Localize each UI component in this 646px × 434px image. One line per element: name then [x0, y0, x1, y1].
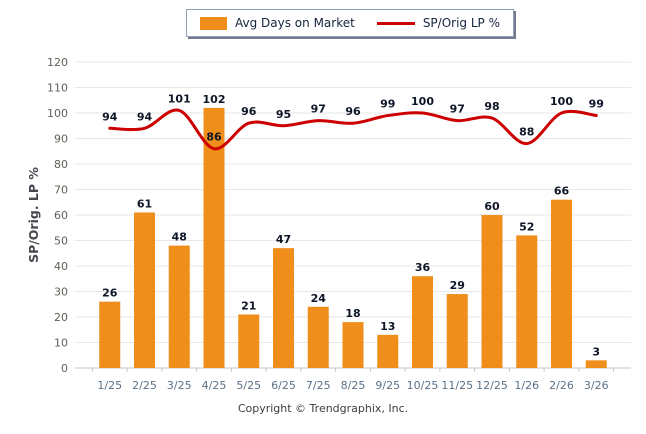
x-tick-label: 2/26 — [549, 379, 574, 392]
line-value-label: 96 — [241, 105, 257, 118]
bar-value-label: 60 — [484, 200, 500, 213]
bar-value-label: 29 — [450, 279, 465, 292]
line-value-label: 88 — [519, 126, 534, 139]
bar-value-label: 3 — [592, 345, 600, 358]
bar — [446, 294, 468, 368]
y-tick-label: 120 — [47, 56, 68, 69]
bar — [203, 107, 225, 369]
bar — [412, 276, 433, 368]
x-tick-label: 3/26 — [584, 379, 609, 392]
y-tick-label: 20 — [54, 311, 68, 324]
line-value-label: 99 — [589, 98, 604, 111]
bar — [585, 360, 607, 368]
y-tick-label: 110 — [47, 82, 68, 95]
bar-value-label: 66 — [554, 185, 570, 198]
bar — [307, 306, 329, 368]
bar — [99, 301, 121, 368]
bar-value-label: 52 — [519, 220, 534, 233]
line-value-label: 99 — [380, 98, 395, 111]
y-tick-label: 60 — [54, 209, 68, 222]
line-value-label: 96 — [345, 105, 361, 118]
bar — [516, 235, 538, 368]
bar — [377, 334, 399, 368]
bar-value-label: 61 — [137, 197, 152, 210]
bar — [342, 322, 364, 368]
line-series-swatch — [376, 21, 415, 25]
y-tick-label: 70 — [54, 184, 68, 197]
x-tick-label: 1/25 — [97, 379, 122, 392]
y-tick-label: 100 — [47, 107, 68, 120]
bar-series-swatch — [200, 16, 227, 30]
y-axis-title: SP/Orig. LP % — [26, 167, 41, 263]
x-tick-label: 8/25 — [341, 379, 366, 392]
y-tick-label: 80 — [54, 158, 68, 171]
bar-value-label: 26 — [102, 287, 118, 300]
line-value-label: 94 — [102, 110, 118, 123]
bar — [238, 314, 260, 368]
bar — [551, 199, 572, 368]
x-tick-label: 11/25 — [441, 379, 473, 392]
x-tick-label: 10/25 — [407, 379, 439, 392]
line-value-label: 97 — [450, 103, 465, 116]
x-tick-label: 9/25 — [375, 379, 400, 392]
bar-value-label: 36 — [415, 261, 431, 274]
line-value-label: 94 — [137, 110, 153, 123]
x-tick-label: 12/25 — [476, 379, 508, 392]
bar — [134, 212, 155, 368]
x-tick-label: 7/25 — [306, 379, 331, 392]
x-tick-label: 6/25 — [271, 379, 296, 392]
line-series-label: SP/Orig LP % — [422, 16, 500, 30]
x-tick-label: 4/25 — [202, 379, 227, 392]
bar-value-label: 13 — [380, 320, 395, 333]
copyright-text: Copyright © Trendgraphix, Inc. — [237, 402, 409, 415]
line-value-label: 100 — [550, 95, 573, 108]
y-tick-label: 90 — [54, 133, 68, 146]
x-tick-label: 1/26 — [514, 379, 539, 392]
bar-series-label: Avg Days on Market — [235, 16, 355, 30]
bar-value-label: 48 — [172, 231, 187, 244]
bar — [273, 248, 294, 368]
bar-value-label: 47 — [276, 233, 291, 246]
bar — [481, 215, 503, 368]
y-tick-label: 10 — [54, 337, 68, 350]
chart-legend: Avg Days on Market SP/Orig LP % — [186, 9, 514, 37]
bar-value-label: 24 — [311, 292, 327, 305]
bar-value-label: 21 — [241, 299, 256, 312]
bar-value-label: 102 — [203, 93, 226, 106]
trend-line — [108, 108, 598, 151]
y-tick-label: 40 — [54, 260, 68, 273]
y-tick-label: 50 — [54, 235, 68, 248]
line-value-label: 86 — [206, 131, 222, 144]
x-tick-label: 5/25 — [236, 379, 261, 392]
y-tick-label: 0 — [61, 362, 68, 375]
bar-value-label: 18 — [345, 307, 360, 320]
x-tick-label: 3/25 — [167, 379, 192, 392]
line-value-label: 100 — [411, 95, 434, 108]
line-value-label: 95 — [276, 108, 291, 121]
x-tick-label: 2/25 — [132, 379, 157, 392]
line-value-label: 97 — [311, 103, 326, 116]
line-value-label: 98 — [484, 100, 499, 113]
line-value-label: 101 — [168, 92, 191, 105]
bar — [168, 245, 190, 368]
y-tick-label: 30 — [54, 286, 68, 299]
